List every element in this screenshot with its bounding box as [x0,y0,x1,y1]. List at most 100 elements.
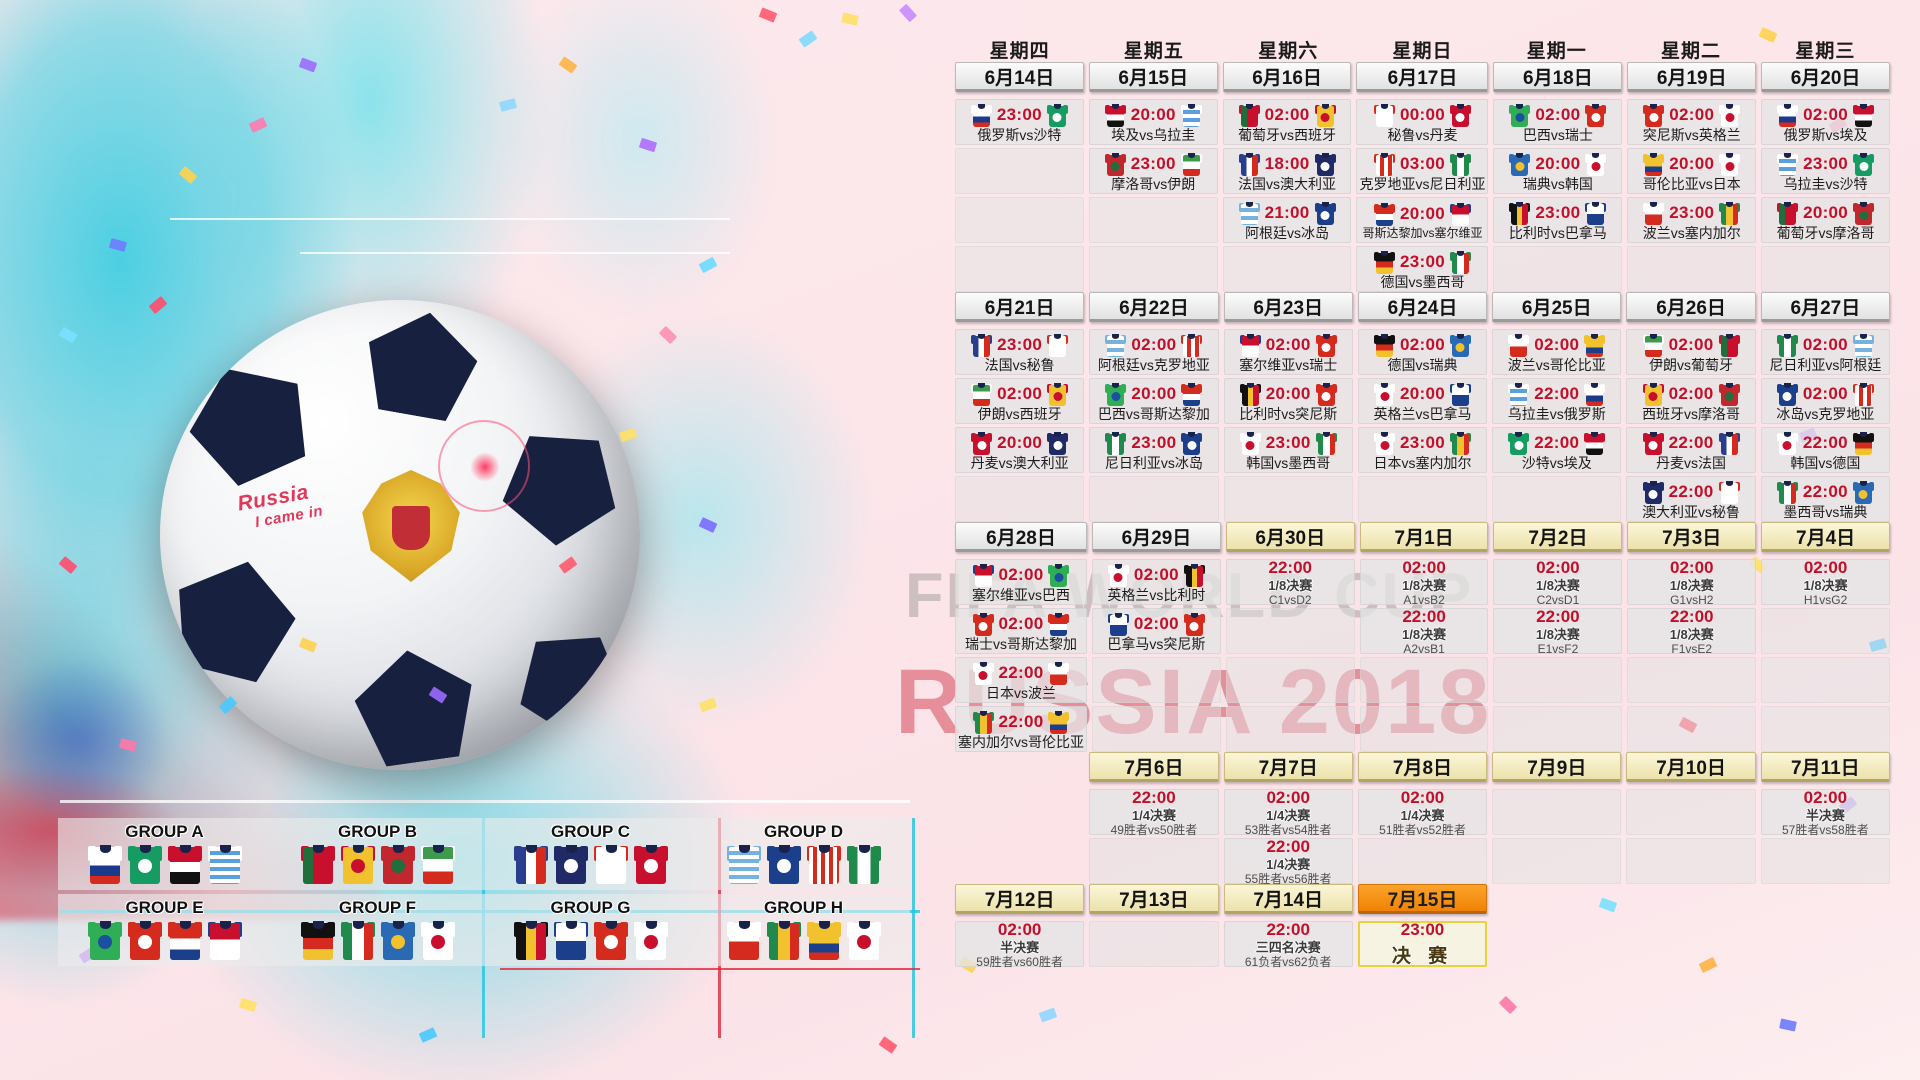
match-cell[interactable]: 03:00 克罗地亚vs尼日利亚 [1356,148,1489,194]
match-cell[interactable]: 21:00 阿根廷vs冰岛 [1222,197,1352,243]
match-cell[interactable]: 02:00 西班牙vs摩洛哥 [1626,378,1756,424]
date-header-7月7日[interactable]: 7月7日 [1223,752,1353,782]
match-cell[interactable]: 23:00 俄罗斯vs沙特 [955,99,1084,145]
knockout-match-cell[interactable]: 22:00 三四名决赛 61负者vs62负者 [1223,920,1353,968]
knockout-match-cell[interactable]: 02:00 半决赛 59胜者vs60胜者 [955,920,1085,968]
group-box-E[interactable]: GROUP E [58,894,271,966]
match-cell[interactable]: 22:00 沙特vs埃及 [1492,427,1622,473]
match-cell[interactable]: 20:00 哥斯达黎加vs塞尔维亚 [1356,197,1489,243]
date-header-7月2日[interactable]: 7月2日 [1493,522,1623,552]
knockout-match-cell[interactable]: 22:00 1/4决赛 49胜者vs50胜者 [1089,788,1219,836]
date-header-7月3日[interactable]: 7月3日 [1627,522,1757,552]
match-cell[interactable]: 02:00 巴西vs瑞士 [1493,99,1623,145]
date-header-6月23日[interactable]: 6月23日 [1223,292,1353,322]
knockout-match-cell[interactable]: 02:00 1/8决赛 A1vsB2 [1359,558,1489,606]
date-header-6月19日[interactable]: 6月19日 [1627,62,1757,92]
knockout-match-cell[interactable]: 02:00 半决赛 57胜者vs58胜者 [1760,788,1890,836]
group-box-C[interactable]: GROUP C [484,818,697,890]
match-cell[interactable]: 02:00 伊朗vs葡萄牙 [1626,329,1756,375]
date-header-6月28日[interactable]: 6月28日 [955,522,1087,552]
date-header-7月8日[interactable]: 7月8日 [1357,752,1488,782]
match-cell[interactable]: 02:00 俄罗斯vs埃及 [1761,99,1890,145]
knockout-match-cell[interactable]: 02:00 1/8决赛 H1vsG2 [1761,558,1890,606]
match-cell[interactable]: 22:00 丹麦vs法国 [1626,427,1756,473]
match-cell[interactable]: 22:00 韩国vs德国 [1760,427,1890,473]
match-cell[interactable]: 02:00 塞尔维亚vs瑞士 [1223,329,1353,375]
knockout-match-cell[interactable]: 22:00 1/8决赛 E1vsF2 [1493,607,1623,655]
match-cell[interactable]: 23:00 德国vs墨西哥 [1356,246,1489,292]
match-cell[interactable]: 22:00 塞内加尔vs哥伦比亚 [955,706,1087,752]
match-cell[interactable]: 02:00 冰岛vs克罗地亚 [1760,378,1890,424]
date-header-6月17日[interactable]: 6月17日 [1356,62,1489,92]
match-cell[interactable]: 23:00 波兰vs塞内加尔 [1627,197,1757,243]
final-match-cell[interactable]: 23:00 决 赛 [1357,920,1488,967]
group-box-H[interactable]: GROUP H [697,894,910,966]
group-box-A[interactable]: GROUP A [58,818,271,890]
match-cell[interactable]: 20:00 巴西vs哥斯达黎加 [1089,378,1219,424]
knockout-match-cell[interactable]: 22:00 1/8决赛 F1vsE2 [1627,607,1757,655]
match-cell[interactable]: 23:00 法国vs秘鲁 [955,329,1085,375]
date-header-6月25日[interactable]: 6月25日 [1492,292,1622,322]
match-cell[interactable]: 00:00 秘鲁vs丹麦 [1356,99,1489,145]
date-header-7月9日[interactable]: 7月9日 [1492,752,1622,782]
date-header-7月12日[interactable]: 7月12日 [955,884,1085,914]
date-header-6月21日[interactable]: 6月21日 [955,292,1085,322]
date-header-7月6日[interactable]: 7月6日 [1089,752,1219,782]
match-cell[interactable]: 02:00 突尼斯vs英格兰 [1627,99,1757,145]
match-cell[interactable]: 22:00 日本vs波兰 [955,657,1087,703]
group-box-F[interactable]: GROUP F [271,894,484,966]
date-header-6月29日[interactable]: 6月29日 [1092,522,1221,552]
match-cell[interactable]: 02:00 尼日利亚vs阿根廷 [1760,329,1890,375]
date-header-7月15日[interactable]: 7月15日 [1357,884,1488,914]
match-cell[interactable]: 23:00 日本vs塞内加尔 [1357,427,1488,473]
match-cell[interactable]: 20:00 哥伦比亚vs日本 [1627,148,1757,194]
match-cell[interactable]: 02:00 塞尔维亚vs巴西 [955,559,1087,605]
knockout-match-cell[interactable]: 02:00 1/8决赛 G1vsH2 [1627,558,1757,606]
match-cell[interactable]: 02:00 巴拿马vs突尼斯 [1092,608,1221,654]
date-header-6月27日[interactable]: 6月27日 [1760,292,1890,322]
date-header-6月14日[interactable]: 6月14日 [955,62,1084,92]
match-cell[interactable]: 20:00 葡萄牙vs摩洛哥 [1761,197,1890,243]
date-header-7月1日[interactable]: 7月1日 [1359,522,1489,552]
date-header-6月15日[interactable]: 6月15日 [1088,62,1218,92]
date-header-7月4日[interactable]: 7月4日 [1761,522,1890,552]
date-header-6月18日[interactable]: 6月18日 [1493,62,1623,92]
date-header-7月14日[interactable]: 7月14日 [1223,884,1353,914]
match-cell[interactable]: 18:00 法国vs澳大利亚 [1222,148,1352,194]
date-header-7月11日[interactable]: 7月11日 [1760,752,1890,782]
match-cell[interactable]: 22:00 乌拉圭vs俄罗斯 [1492,378,1622,424]
date-header-7月10日[interactable]: 7月10日 [1626,752,1756,782]
date-header-6月22日[interactable]: 6月22日 [1089,292,1219,322]
knockout-match-cell[interactable]: 22:00 1/4决赛 55胜者vs56胜者 [1223,837,1353,885]
match-cell[interactable]: 20:00 比利时vs突尼斯 [1223,378,1353,424]
group-box-D[interactable]: GROUP D [697,818,910,890]
match-cell[interactable]: 02:00 阿根廷vs克罗地亚 [1089,329,1219,375]
match-cell[interactable]: 23:00 尼日利亚vs冰岛 [1089,427,1219,473]
date-header-6月20日[interactable]: 6月20日 [1761,62,1890,92]
date-header-6月26日[interactable]: 6月26日 [1626,292,1756,322]
match-cell[interactable]: 22:00 墨西哥vs瑞典 [1760,476,1890,522]
match-cell[interactable]: 02:00 伊朗vs西班牙 [955,378,1085,424]
match-cell[interactable]: 23:00 比利时vs巴拿马 [1493,197,1623,243]
match-cell[interactable]: 23:00 摩洛哥vs伊朗 [1088,148,1218,194]
match-cell[interactable]: 23:00 韩国vs墨西哥 [1223,427,1353,473]
knockout-match-cell[interactable]: 02:00 1/4决赛 51胜者vs52胜者 [1357,788,1488,836]
date-header-6月16日[interactable]: 6月16日 [1222,62,1352,92]
match-cell[interactable]: 23:00 乌拉圭vs沙特 [1761,148,1890,194]
knockout-match-cell[interactable]: 22:00 1/8决赛 A2vsB1 [1359,607,1489,655]
match-cell[interactable]: 20:00 埃及vs乌拉圭 [1088,99,1218,145]
knockout-match-cell[interactable]: 22:00 1/8决赛 C1vsD2 [1225,558,1355,606]
match-cell[interactable]: 02:00 德国vs瑞典 [1357,329,1488,375]
group-box-G[interactable]: GROUP G [484,894,697,966]
date-header-7月13日[interactable]: 7月13日 [1089,884,1219,914]
group-box-B[interactable]: GROUP B [271,818,484,890]
knockout-match-cell[interactable]: 02:00 1/4决赛 53胜者vs54胜者 [1223,788,1353,836]
match-cell[interactable]: 20:00 丹麦vs澳大利亚 [955,427,1085,473]
match-cell[interactable]: 20:00 英格兰vs巴拿马 [1357,378,1488,424]
match-cell[interactable]: 02:00 葡萄牙vs西班牙 [1222,99,1352,145]
match-cell[interactable]: 02:00 瑞士vs哥斯达黎加 [955,608,1087,654]
match-cell[interactable]: 22:00 澳大利亚vs秘鲁 [1626,476,1756,522]
match-cell[interactable]: 02:00 波兰vs哥伦比亚 [1492,329,1622,375]
knockout-match-cell[interactable]: 02:00 1/8决赛 C2vsD1 [1493,558,1623,606]
match-cell[interactable]: 20:00 瑞典vs韩国 [1493,148,1623,194]
